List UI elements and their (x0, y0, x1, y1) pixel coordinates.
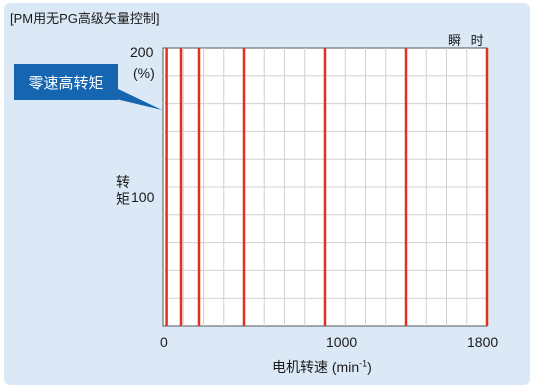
series-lines (165, 48, 489, 326)
x-tick-label-1800: 1800 (467, 334, 499, 350)
y-unit-label: (%) (133, 65, 155, 81)
x-tick-label-0: 0 (160, 334, 168, 350)
y-tick-label-100: 100 (131, 189, 155, 205)
x-axis-label: 电机转速 (min-1) (272, 358, 372, 375)
y-tick-label-200: 200 (130, 44, 154, 60)
y-axis-label-1: 转 (116, 174, 130, 190)
y-axis-label-2: 矩 (116, 191, 130, 207)
callout-pointer (116, 88, 162, 110)
x-tick-label-1000: 1000 (326, 334, 358, 350)
chart-subtitle: 瞬 时 (448, 33, 487, 48)
callout-box: 零速高转矩 (14, 64, 118, 100)
chart-header: [PM用无PG高级矢量控制] (10, 11, 160, 26)
